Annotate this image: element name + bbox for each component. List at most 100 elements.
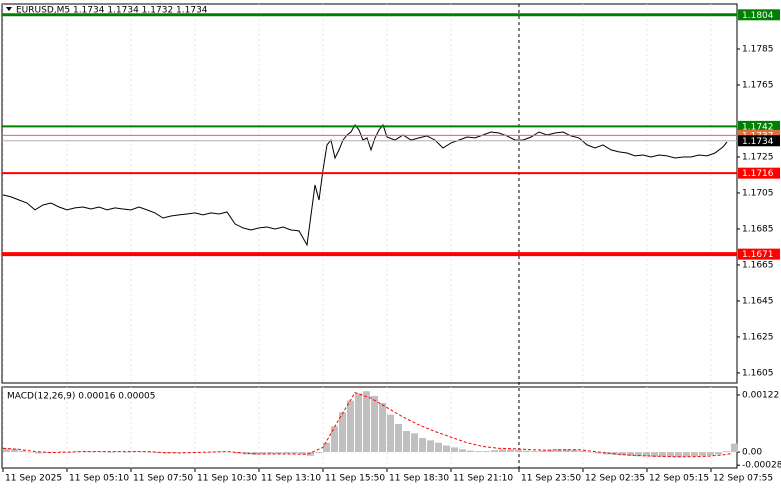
level-label-box [738,9,780,21]
x-tick-label: 11 Sep 2025 [5,474,62,484]
macd-bar [443,445,450,453]
level-label: 1.1734 [742,137,774,147]
y-tick-label: 1.1625 [742,332,774,342]
macd-bar [283,452,290,454]
macd-bar [595,452,602,454]
macd-bar [707,452,714,456]
macd-bar [43,452,50,454]
y-tick-label: 1.1645 [742,296,774,306]
macd-bar [475,451,482,453]
macd-bar [675,452,682,458]
macd-bar [219,451,226,453]
macd-bar [387,414,394,453]
macd-bar [147,452,154,453]
macd-bar [139,451,146,453]
main-pane [1,3,738,384]
x-tick-label: 11 Sep 13:10 [261,474,321,484]
macd-bar [619,452,626,456]
y-tick-label: 1.1785 [742,44,774,54]
macd-bar [163,452,170,454]
macd-bar [83,451,90,453]
macd-bar [291,452,298,454]
level-label: 1.1671 [742,250,774,260]
y-tick-label: 1.1605 [742,368,774,378]
x-tick-label: 11 Sep 07:50 [133,474,193,484]
macd-bar [307,452,314,456]
macd-bar [603,452,610,455]
macd-bar [59,451,66,453]
macd-bar [267,452,274,454]
x-tick-label: 11 Sep 18:30 [389,474,449,484]
level-label-box [738,248,780,260]
macd-bar [371,395,378,453]
macd-bar [323,442,330,453]
macd-bar [499,449,506,453]
y-tick-label: -0.00028 [742,461,781,471]
macd-bar [523,450,530,453]
macd-bar [435,442,442,453]
menu-icon [6,7,12,11]
level-label: 1.1804 [742,11,774,21]
level-label-box [738,120,780,132]
level-label-box [738,135,780,147]
macd-bar [3,448,10,453]
macd-bar [331,426,338,453]
macd-bar [539,450,546,453]
x-tick-label: 11 Sep 15:50 [325,474,385,484]
level-label: 1.1742 [742,122,774,132]
macd-bar [723,451,730,453]
macd-bar [643,452,650,457]
macd-bar [683,452,690,457]
macd-bar [635,452,642,457]
level-label-box [738,167,780,179]
macd-bar [731,443,738,453]
macd-bar [507,449,514,453]
macd-bar [587,452,594,453]
macd-bar [99,451,106,453]
macd-bar [179,452,186,453]
macd-bar [315,452,322,454]
x-tick-label: 12 Sep 02:35 [585,474,645,484]
macd-bar [547,449,554,453]
chart-title: EURUSD,M5 1.1734 1.1734 1.1732 1.1734 [16,6,208,16]
macd-bar [491,450,498,453]
macd-bar [243,452,250,455]
macd-bar [19,450,26,453]
macd-bar [275,452,282,454]
macd-bar [339,412,346,453]
macd-bar [27,452,34,453]
macd-bar [379,402,386,453]
x-tick-label: 11 Sep 05:10 [69,474,129,484]
macd-bar [627,452,634,456]
macd-bar [123,452,130,453]
x-tick-label: 12 Sep 05:15 [649,474,709,484]
macd-bar [715,452,722,455]
x-tick-label: 11 Sep 23:50 [521,474,581,484]
y-tick-label: 1.1725 [742,152,774,162]
x-tick-label: 12 Sep 07:55 [713,474,773,484]
macd-bar [659,452,666,457]
y-tick-label: 1.1705 [742,188,774,198]
macd-title: MACD(12,26,9) 0.00016 0.00005 [7,392,156,402]
macd-bar [419,438,426,453]
macd-bar [571,449,578,453]
macd-bar [651,452,658,457]
macd-bar [459,449,466,453]
macd-bar [347,400,354,453]
x-tick-label: 11 Sep 10:30 [197,474,257,484]
level-label: 1.1716 [742,169,774,179]
macd-bar [579,450,586,453]
macd-bar [11,448,18,453]
macd-bar [691,452,698,457]
signal-line [2,391,732,458]
macd-bar [531,451,538,453]
macd-bar [395,423,402,453]
price-line [2,123,728,247]
macd-bar [203,452,210,453]
y-tick-label: 1.1685 [742,224,774,234]
macd-bar [35,452,42,454]
macd-bar [363,391,370,453]
macd-bar [427,440,434,453]
